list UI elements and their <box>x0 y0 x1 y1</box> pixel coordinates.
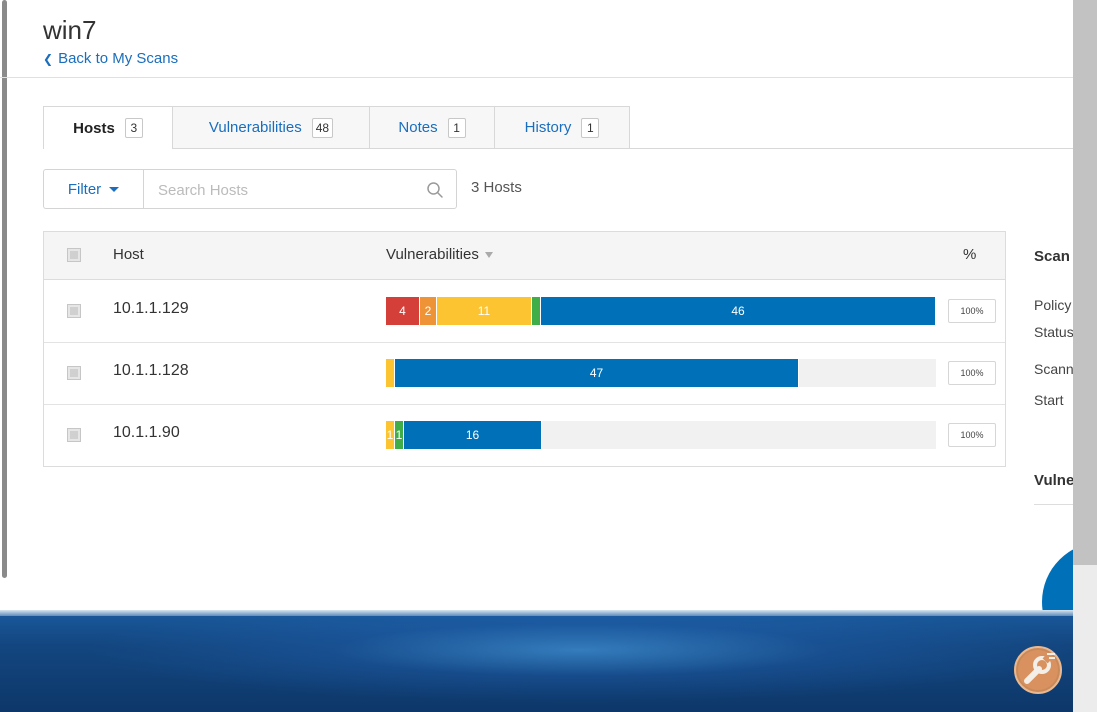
detail-label-policy: Policy <box>1034 297 1072 313</box>
tab-notes-label: Notes <box>398 119 438 136</box>
tabs-divider <box>43 148 1073 149</box>
tab-hosts[interactable]: Hosts 3 <box>43 106 173 149</box>
bar-segment-critical[interactable]: 4 <box>386 297 420 325</box>
left-scrollbar[interactable] <box>0 0 10 580</box>
desktop-background <box>0 610 1073 712</box>
window-bottom-edge <box>0 610 1073 616</box>
bar-segment-info[interactable]: 46 <box>541 297 936 325</box>
wrench-icon[interactable] <box>1013 645 1063 695</box>
scan-details-title: Scan <box>1034 248 1070 265</box>
table-row[interactable]: 10.1.1.128 47 100% <box>44 342 1005 405</box>
column-header-vulnerabilities[interactable]: Vulnerabilities <box>386 246 493 263</box>
back-to-scans-link[interactable]: ❮ Back to My Scans <box>43 50 178 67</box>
bar-segment-info[interactable]: 47 <box>395 359 799 387</box>
tab-notes[interactable]: Notes 1 <box>369 106 495 148</box>
detail-label-start: Start <box>1034 392 1064 408</box>
host-count: 3 Hosts <box>471 179 522 196</box>
row-checkbox[interactable] <box>67 304 81 318</box>
sort-caret-down-icon <box>484 252 493 259</box>
detail-label-status: Status <box>1034 324 1073 340</box>
bar-segment-medium[interactable] <box>386 359 395 387</box>
header-divider <box>0 77 1073 78</box>
filter-button[interactable]: Filter <box>43 169 143 209</box>
search-hosts-input[interactable] <box>156 178 415 202</box>
tab-history-label: History <box>524 119 572 136</box>
scan-percent-badge: 100% <box>948 423 996 447</box>
scan-percent-badge: 100% <box>948 299 996 323</box>
vulnerability-bar[interactable]: 4 2 11 46 <box>386 297 936 325</box>
vulnerabilities-summary-divider <box>1034 504 1073 505</box>
vulnerability-donut-chart[interactable] <box>1040 530 1073 610</box>
hosts-table: Host Vulnerabilities % 10.1.1.129 4 2 11 46 1… <box>43 231 1006 467</box>
row-checkbox[interactable] <box>67 428 81 442</box>
tab-history[interactable]: History 1 <box>494 106 630 148</box>
row-checkbox[interactable] <box>67 366 81 380</box>
tab-hosts-label: Hosts <box>73 119 115 137</box>
column-header-vulnerabilities-label: Vulnerabilities <box>386 246 479 263</box>
select-all-checkbox[interactable] <box>67 248 81 262</box>
bar-segment-medium[interactable]: 1 <box>386 421 395 449</box>
host-ip[interactable]: 10.1.1.129 <box>113 300 189 317</box>
bar-segment-medium[interactable]: 11 <box>437 297 532 325</box>
tab-vulnerabilities[interactable]: Vulnerabilities 48 <box>172 106 370 148</box>
table-row[interactable]: 10.1.1.90 1 1 16 100% <box>44 404 1005 466</box>
bar-segment-high[interactable]: 2 <box>420 297 437 325</box>
page-title: win7 <box>43 15 97 45</box>
bar-segment-info[interactable]: 16 <box>404 421 542 449</box>
vulnerabilities-summary-heading: Vulnerabilities <box>1034 472 1073 489</box>
tab-history-count: 1 <box>581 117 600 138</box>
column-header-percent[interactable]: % <box>963 246 977 263</box>
host-ip[interactable]: 10.1.1.90 <box>113 424 180 441</box>
caret-down-icon <box>109 186 120 192</box>
scan-results-panel: win7 ❮ Back to My Scans Hosts 3 Vulnerabi… <box>0 0 1073 610</box>
vulnerability-bar[interactable]: 47 <box>386 359 936 387</box>
vulnerability-bar[interactable]: 1 1 16 <box>386 421 936 449</box>
right-scrollbar-thumb[interactable] <box>1073 0 1097 565</box>
table-row[interactable]: 10.1.1.129 4 2 11 46 100% <box>44 280 1005 343</box>
bar-segment-low[interactable]: 1 <box>395 421 404 449</box>
search-box <box>143 169 457 209</box>
scan-percent-badge: 100% <box>948 361 996 385</box>
magnifier-icon[interactable] <box>426 181 444 199</box>
host-ip[interactable]: 10.1.1.128 <box>113 362 189 379</box>
table-header: Host Vulnerabilities % <box>44 232 1005 280</box>
filter-label: Filter <box>67 180 102 198</box>
column-header-host[interactable]: Host <box>113 246 144 263</box>
bar-segment-low[interactable] <box>532 297 541 325</box>
detail-label-scanner: Scanner <box>1034 361 1073 377</box>
right-scrollbar[interactable] <box>1073 0 1097 712</box>
tab-notes-count: 1 <box>447 117 466 138</box>
tab-hosts-count: 3 <box>124 118 143 138</box>
left-scrollbar-thumb[interactable] <box>2 0 7 578</box>
chevron-left-icon: ❮ <box>43 52 54 66</box>
tab-vulnerabilities-label: Vulnerabilities <box>208 119 302 136</box>
tab-vulnerabilities-count: 48 <box>311 117 334 138</box>
back-link-label: Back to My Scans <box>58 50 179 67</box>
